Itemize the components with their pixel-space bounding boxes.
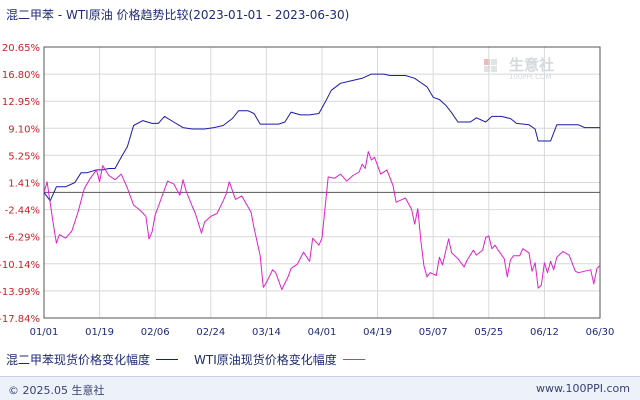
x-tick-label: 02/24	[196, 327, 225, 338]
grid	[44, 47, 600, 318]
y-tick-label: 1.41%	[8, 179, 40, 190]
legend-swatch-xylene	[156, 359, 179, 360]
legend: 混二甲苯现货价格变化幅度 WTI原油现货价格变化幅度	[6, 351, 373, 368]
series-line-wti	[43, 151, 601, 291]
watermark-logo: 生意社 100PPI.COM	[484, 56, 554, 81]
y-tick-label: -13.99%	[0, 287, 40, 298]
x-tick-label: 03/14	[252, 327, 281, 338]
watermark-square-red	[484, 59, 490, 65]
y-tick-label: -17.84%	[0, 314, 40, 325]
x-tick-label: 04/01	[308, 327, 337, 338]
y-tick-label: 12.95%	[2, 97, 40, 108]
footer-bar: © 2025.05 生意社 www.100PPI.com	[0, 376, 640, 400]
axes	[43, 46, 601, 319]
x-tick-label: 01/19	[85, 327, 114, 338]
x-tick-label: 05/07	[419, 327, 448, 338]
series-lines	[43, 73, 601, 291]
legend-label-xylene: 混二甲苯现货价格变化幅度	[6, 353, 151, 367]
y-tick-label: 16.80%	[2, 70, 40, 81]
watermark-url: 100PPI.COM	[509, 73, 552, 81]
y-tick-label: 20.65%	[2, 43, 40, 54]
x-tick-label: 06/12	[530, 327, 559, 338]
legend-label-wti: WTI原油现货价格变化幅度	[194, 353, 337, 367]
y-tick-label: -6.29%	[5, 233, 40, 244]
watermark-square-grey	[491, 59, 497, 65]
legend-swatch-wti	[342, 359, 365, 360]
x-tick-label: 06/30	[586, 327, 615, 338]
series-line-xylene	[43, 73, 600, 202]
watermark-square-grey-2	[484, 66, 490, 72]
footer-copyright: © 2025.05 生意社	[8, 384, 105, 397]
chart-title: 混二甲苯 - WTI原油 价格趋势比较(2023-01-01 - 2023-06…	[6, 8, 350, 22]
y-axis-ticks: 20.65% 16.80% 12.95% 9.10% 5.25% 1.41% -2.44% -…	[0, 43, 40, 325]
watermark-square-grey-3	[491, 66, 497, 72]
y-tick-label: -2.44%	[5, 206, 40, 217]
watermark-name: 生意社	[509, 56, 554, 74]
footer-site-link[interactable]: www.100PPI.com	[536, 382, 630, 395]
y-tick-label: 9.10%	[8, 124, 40, 135]
x-tick-label: 02/06	[141, 327, 170, 338]
y-tick-label: -10.14%	[0, 260, 40, 271]
x-tick-label: 04/19	[363, 327, 392, 338]
plot-frame	[43, 46, 601, 319]
x-axis-ticks: 01/01 01/19 02/06 02/24 03/14 04/01 04/19 05/07…	[30, 327, 615, 338]
x-tick-label: 05/25	[474, 327, 503, 338]
x-tick-label: 01/01	[30, 327, 59, 338]
y-tick-label: 5.25%	[8, 151, 40, 162]
